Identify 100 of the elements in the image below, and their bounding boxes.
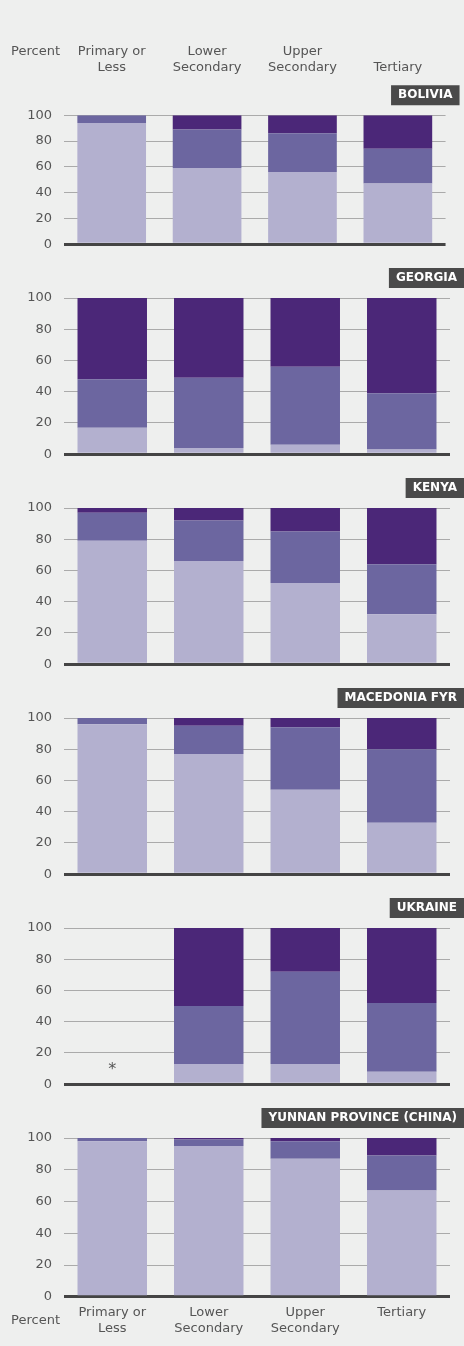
y-tick-label: 60: [35, 1192, 52, 1208]
y-tick-label: 60: [35, 771, 52, 787]
bar: [77, 508, 147, 513]
x-tick-label: Primary or Less: [77, 43, 147, 74]
x-tick-label: Primary or Less: [78, 1303, 147, 1335]
bar: [270, 718, 340, 728]
y-tick-label: 80: [35, 132, 52, 148]
y-tick-label: 0: [43, 655, 52, 671]
y-axis-title: Percent: [11, 1312, 60, 1328]
bar: [367, 298, 437, 394]
y-axis-title: Percent: [11, 42, 60, 58]
bar: [268, 171, 337, 243]
y-tick-label: 20: [35, 414, 52, 430]
y-tick-label: 80: [35, 740, 52, 756]
bar: [270, 1158, 340, 1296]
bar: [77, 298, 147, 380]
chart-title: BOLIVIA: [398, 87, 454, 102]
bar: [270, 1141, 340, 1159]
y-tick-label: 0: [43, 1075, 52, 1091]
x-tick-label: Lower Secondary: [172, 43, 242, 74]
y-tick-label: 0: [43, 1288, 52, 1304]
bar: [363, 115, 433, 149]
y-tick-label: 100: [27, 1129, 52, 1145]
bar: [77, 718, 147, 725]
bar: [270, 298, 340, 367]
bar: [367, 564, 437, 615]
bar: [367, 449, 437, 453]
bar: [367, 822, 437, 873]
x-tick-label: Tertiary: [372, 58, 423, 74]
bar: [174, 928, 244, 1007]
y-tick-label: 100: [27, 289, 52, 305]
bar: [270, 971, 340, 1064]
y-tick-label: 40: [35, 803, 52, 819]
bar: [367, 508, 437, 565]
bar: [367, 614, 437, 663]
bar: [174, 298, 244, 378]
bar: [270, 582, 340, 663]
bar: [174, 377, 244, 448]
bar: [363, 148, 433, 184]
bar: [174, 1063, 244, 1083]
bar: [367, 749, 437, 823]
bar: [172, 168, 242, 243]
bar: [367, 718, 437, 750]
bar: [367, 1071, 437, 1083]
x-tick-label: Upper Secondary: [268, 43, 338, 74]
chart-title: GEORGIA: [395, 270, 458, 285]
x-tick-label: Tertiary: [376, 1303, 427, 1319]
bar: [270, 727, 340, 790]
bar: [174, 1006, 244, 1064]
bar: [363, 183, 433, 243]
y-tick-label: 80: [35, 1161, 52, 1177]
bar: [270, 1138, 340, 1142]
bar: [77, 427, 147, 453]
x-tick-label: Lower Secondary: [174, 1303, 244, 1335]
y-tick-label: 60: [35, 561, 52, 577]
bar: [367, 1155, 437, 1191]
bar: [367, 1138, 437, 1156]
bar: [268, 133, 337, 172]
bar: [270, 508, 340, 532]
y-tick-label: 20: [35, 1256, 52, 1272]
bar: [174, 718, 244, 726]
chart-title: KENYA: [412, 480, 458, 495]
y-tick-label: 60: [35, 158, 52, 174]
bar: [172, 129, 242, 169]
y-tick-label: 100: [27, 709, 52, 725]
bar: [270, 444, 340, 453]
bar: [172, 115, 242, 130]
bar: [174, 1139, 244, 1146]
bar: [77, 540, 147, 663]
bar: [77, 1141, 147, 1296]
y-tick-label: 0: [43, 445, 52, 461]
y-tick-label: 80: [35, 950, 52, 966]
y-tick-label: 20: [35, 209, 52, 225]
y-tick-label: 40: [35, 383, 52, 399]
bar: [77, 1138, 147, 1142]
chart-title: UKRAINE: [396, 900, 457, 915]
y-tick-label: 40: [35, 1224, 52, 1240]
bar: [77, 379, 147, 428]
bar: [174, 753, 244, 873]
y-tick-label: 20: [35, 1044, 52, 1060]
bar: [174, 725, 244, 754]
bar: [270, 928, 340, 972]
y-tick-label: 40: [35, 593, 52, 609]
bar: [174, 520, 244, 562]
bar: [367, 393, 437, 450]
bar: [174, 561, 244, 663]
y-tick-label: 0: [43, 235, 52, 251]
annotation: *: [108, 1059, 117, 1079]
bar: [174, 447, 244, 453]
x-tick-label: Upper Secondary: [270, 1303, 340, 1335]
bar: [77, 724, 147, 873]
bar: [367, 1190, 437, 1296]
chart-title: MACEDONIA FYR: [344, 690, 457, 705]
bar: [367, 1002, 437, 1072]
bar: [77, 115, 147, 123]
bar: [270, 789, 340, 873]
y-tick-label: 60: [35, 981, 52, 997]
y-tick-label: 40: [35, 1013, 52, 1029]
y-tick-label: 100: [27, 106, 52, 122]
bar: [270, 366, 340, 445]
